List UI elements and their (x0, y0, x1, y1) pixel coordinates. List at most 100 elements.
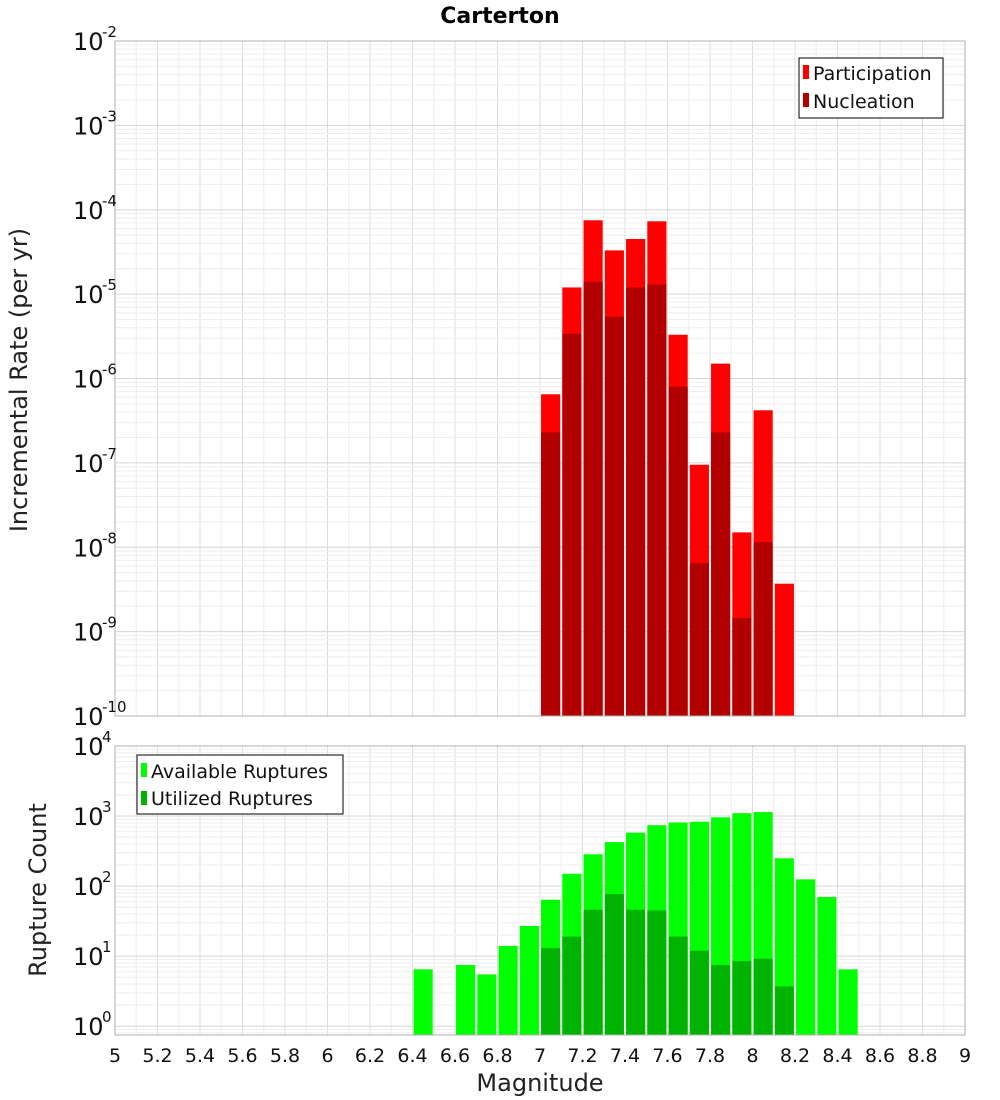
top-bar-nucleation-4 (626, 287, 646, 716)
bottom-y-axis-label: Rupture Count (24, 803, 52, 977)
bottom-bar-available-ruptures-2 (456, 964, 476, 1035)
bottom-bar-available-ruptures-20 (838, 969, 858, 1035)
bottom-bar-utilized-ruptures-16 (753, 958, 773, 1035)
bottom-y-tick-label: 10 (73, 733, 104, 761)
bottom-bar-utilized-ruptures-9 (604, 894, 624, 1035)
x-tick-label: 6.6 (440, 1045, 470, 1067)
legend-label-available-ruptures: Available Ruptures (151, 761, 328, 783)
bottom-bar-available-ruptures-3 (477, 974, 497, 1035)
top-y-axis-label: Incremental Rate (per yr) (5, 228, 33, 532)
top-bar-nucleation-5 (647, 284, 667, 716)
x-tick-label: 7.8 (695, 1045, 725, 1067)
bottom-bar-available-ruptures-4 (498, 945, 518, 1035)
x-tick-label: 6.8 (482, 1045, 512, 1067)
legend-swatch-utilized-ruptures (141, 791, 147, 805)
chart-title: Carterton (440, 4, 559, 29)
bottom-y-tick-label: 10 (73, 873, 104, 901)
bottom-bar-utilized-ruptures-10 (626, 909, 646, 1035)
x-ticks: 5 5.2 5.4 5.6 5.8 6 6.2 6.4 6.6 6.8 7 7.2 7.4 7.6 7.8 8… (109, 1045, 971, 1067)
top-y-tick-label: 10 (73, 366, 104, 394)
x-tick-label: 5.8 (270, 1045, 300, 1067)
bottom-bar-utilized-ruptures-14 (711, 964, 731, 1035)
legend-swatch-available-ruptures (141, 763, 147, 777)
bottom-bars (413, 812, 858, 1035)
top-bar-nucleation-0 (541, 432, 561, 716)
top-y-tick-label: 10 (73, 534, 104, 562)
bottom-y-tick-label: 10 (73, 1013, 104, 1041)
top-bar-nucleation-10 (753, 542, 773, 716)
top-y-tick-exponent: -7 (102, 445, 117, 463)
top-bar-nucleation-6 (668, 386, 688, 716)
top-y-tick-label: 10 (73, 619, 104, 647)
x-tick-label: 9 (959, 1045, 971, 1067)
x-tick-label: 6 (321, 1045, 333, 1067)
top-bar-nucleation-1 (562, 333, 582, 716)
top-y-tick-label: 10 (73, 197, 104, 225)
bottom-bar-utilized-ruptures-11 (647, 910, 667, 1035)
top-bar-nucleation-9 (732, 618, 752, 716)
bottom-bar-utilized-ruptures-13 (689, 950, 709, 1035)
bottom-y-tick-label: 10 (73, 943, 104, 971)
top-legend: Participation Nucleation (798, 57, 944, 119)
top-y-tick-label: 10 (73, 281, 104, 309)
bottom-bar-available-ruptures-0 (413, 969, 433, 1035)
top-y-tick-label: 10 (73, 28, 104, 56)
bottom-bar-utilized-ruptures-17 (774, 986, 794, 1035)
top-y-tick-exponent: -4 (102, 192, 117, 210)
legend-label-participation: Participation (813, 63, 932, 85)
x-tick-label: 8.8 (907, 1045, 937, 1067)
top-bar-nucleation-3 (604, 316, 624, 716)
top-bars (541, 220, 794, 717)
bottom-y-tick-exponent: 1 (102, 938, 112, 956)
x-tick-label: 5 (109, 1045, 121, 1067)
bottom-y-tick-exponent: 4 (102, 728, 112, 746)
x-tick-label: 5.4 (185, 1045, 215, 1067)
top-y-tick-exponent: -3 (102, 107, 117, 125)
bottom-bar-available-ruptures-19 (817, 896, 837, 1035)
top-bar-participation-11 (774, 583, 794, 716)
x-tick-label: 7.4 (610, 1045, 640, 1067)
bottom-y-tick-exponent: 0 (102, 1008, 112, 1026)
x-tick-label: 5.2 (142, 1045, 172, 1067)
x-axis-label: Magnitude (476, 1069, 603, 1097)
bottom-y-tick-exponent: 3 (102, 798, 112, 816)
bottom-y-tick-label: 10 (73, 803, 104, 831)
bottom-bar-utilized-ruptures-12 (668, 936, 688, 1035)
top-y-tick-label: 10 (73, 112, 104, 140)
top-grid (114, 40, 966, 717)
bottom-bar-utilized-ruptures-15 (732, 961, 752, 1035)
top-y-tick-label: 10 (73, 703, 104, 731)
bottom-plot-frame (114, 745, 966, 1036)
top-y-tick-exponent: -2 (102, 23, 117, 41)
top-y-tick-exponent: -5 (102, 276, 117, 294)
top-bar-nucleation-2 (583, 281, 603, 716)
legend-label-nucleation: Nucleation (813, 91, 915, 113)
bottom-bar-utilized-ruptures-7 (562, 936, 582, 1035)
bottom-y-tick-exponent: 2 (102, 868, 112, 886)
x-tick-label: 8.4 (822, 1045, 852, 1067)
x-tick-label: 5.6 (227, 1045, 257, 1067)
top-bar-nucleation-7 (689, 563, 709, 716)
top-y-tick-exponent: -9 (102, 614, 117, 632)
legend-label-utilized-ruptures: Utilized Ruptures (151, 788, 313, 810)
x-tick-label: 8.6 (865, 1045, 895, 1067)
top-y-tick-exponent: -10 (102, 698, 127, 716)
top-y-tick-exponent: -6 (102, 361, 117, 379)
x-tick-label: 6.4 (397, 1045, 427, 1067)
top-y-tick-label: 10 (73, 450, 104, 478)
bottom-bar-available-ruptures-18 (796, 879, 816, 1035)
legend-swatch-participation (803, 65, 809, 79)
x-tick-label: 7 (534, 1045, 546, 1067)
bottom-bar-available-ruptures-5 (519, 925, 539, 1035)
x-tick-label: 7.6 (652, 1045, 682, 1067)
bottom-bar-utilized-ruptures-6 (541, 948, 561, 1035)
bottom-bar-utilized-ruptures-8 (583, 909, 603, 1035)
bottom-legend: Available Ruptures Utilized Ruptures (136, 754, 344, 815)
top-plot-frame (114, 40, 966, 717)
x-tick-label: 6.2 (355, 1045, 385, 1067)
x-tick-label: 8 (746, 1045, 758, 1067)
x-tick-label: 7.2 (567, 1045, 597, 1067)
